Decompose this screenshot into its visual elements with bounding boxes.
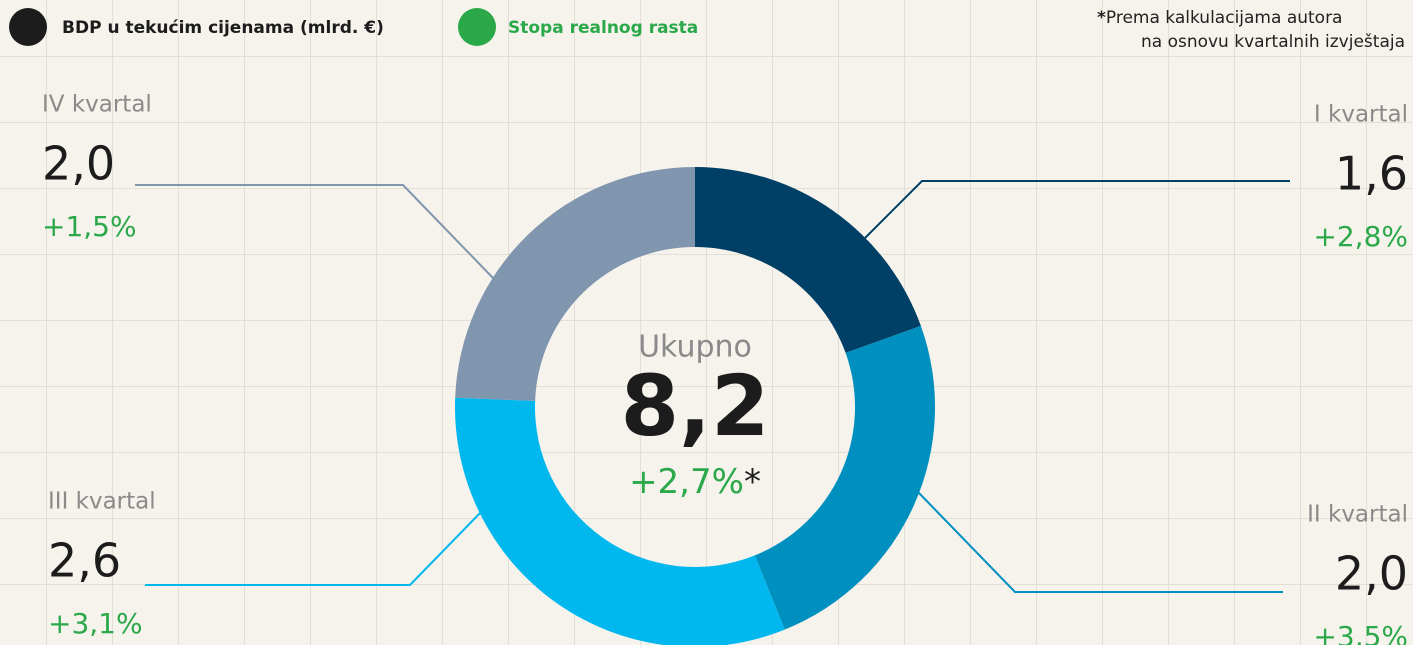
total-growth-value: +2,7% bbox=[629, 462, 744, 502]
category-label: II kvartal bbox=[1307, 502, 1408, 528]
donut-slice bbox=[695, 167, 921, 353]
leader-line bbox=[145, 509, 484, 586]
growth-label: +3,1% bbox=[48, 607, 143, 640]
category-label: III kvartal bbox=[48, 489, 156, 515]
total-growth-mark: * bbox=[744, 462, 761, 502]
leader-line bbox=[864, 180, 1290, 239]
category-label: I kvartal bbox=[1314, 102, 1408, 128]
legend-swatch bbox=[9, 8, 47, 46]
value-label: 2,6 bbox=[48, 534, 121, 588]
total-growth: +2,7%* bbox=[629, 462, 761, 502]
value-label: 2,0 bbox=[42, 137, 115, 191]
leader-lines bbox=[135, 180, 1290, 593]
growth-label: +3,5% bbox=[1313, 620, 1408, 645]
donut-slice bbox=[754, 325, 935, 630]
category-label: IV kvartal bbox=[42, 92, 152, 118]
donut-slice bbox=[455, 397, 785, 645]
growth-label: +1,5% bbox=[42, 210, 137, 243]
total-value: 8,2 bbox=[621, 357, 770, 455]
value-label: 2,0 bbox=[1335, 547, 1408, 601]
value-label: 1,6 bbox=[1335, 147, 1408, 201]
leader-line bbox=[135, 184, 494, 279]
legend-swatch bbox=[458, 8, 496, 46]
leader-line bbox=[917, 491, 1283, 593]
note-text: Prema kalkulacijama autora bbox=[1106, 8, 1343, 28]
legend-label: BDP u tekućim cijenama (mlrd. €) bbox=[62, 18, 384, 38]
total-label: Ukupno bbox=[638, 330, 752, 365]
legend-label: Stopa realnog rasta bbox=[508, 18, 698, 38]
note: *Prema kalkulacijama autora bbox=[1097, 8, 1342, 28]
donut-slice bbox=[455, 167, 695, 401]
note-mark: * bbox=[1097, 8, 1106, 28]
growth-label: +2,8% bbox=[1313, 220, 1408, 253]
note: na osnovu kvartalnih izvještaja bbox=[1141, 32, 1405, 52]
